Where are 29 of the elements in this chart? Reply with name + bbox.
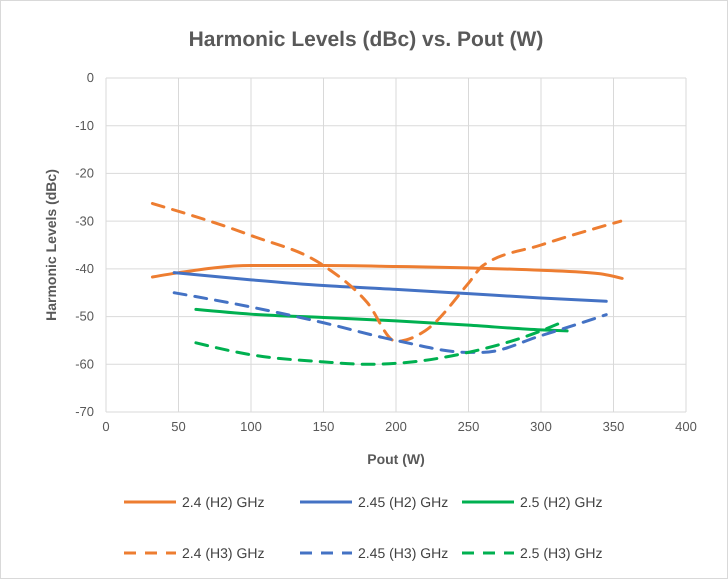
y-tick-label: 0 [86,70,94,86]
legend-label: 2.45 (H3) GHz [358,545,448,561]
legend-label: 2.5 (H3) GHz [520,545,602,561]
legend-label: 2.4 (H2) GHz [182,494,264,510]
y-tick-label: -40 [75,261,94,276]
y-tick-label: -20 [75,166,94,181]
x-axis-title: Pout (W) [367,451,425,467]
x-tick-label: 400 [675,419,697,434]
x-tick-label: 50 [171,419,186,434]
x-tick-label: 350 [602,419,624,434]
legend-label: 2.4 (H3) GHz [182,545,264,561]
line-series [150,202,622,343]
line-series [172,291,608,354]
line-series [172,271,608,303]
chart-title: Harmonic Levels (dBc) vs. Pout (W) [188,28,544,51]
x-tick-label: 300 [530,419,552,434]
y-tick-label: -10 [75,118,94,133]
y-tick-label: -50 [75,308,94,324]
x-tick-label: 150 [312,419,334,434]
x-tick-label: 200 [385,419,407,434]
y-tick-label: -30 [75,213,94,228]
x-tick-label: 0 [102,419,110,434]
legend-label: 2.45 (H2) GHz [358,494,448,510]
x-tick-label: 250 [458,419,480,434]
x-tick-label: 100 [240,419,262,434]
y-axis-title: Harmonic Levels (dBc) [43,169,59,321]
y-tick-label: -60 [75,356,94,372]
legend-label: 2.5 (H2) GHz [520,494,602,510]
y-tick-label: -70 [75,404,94,420]
